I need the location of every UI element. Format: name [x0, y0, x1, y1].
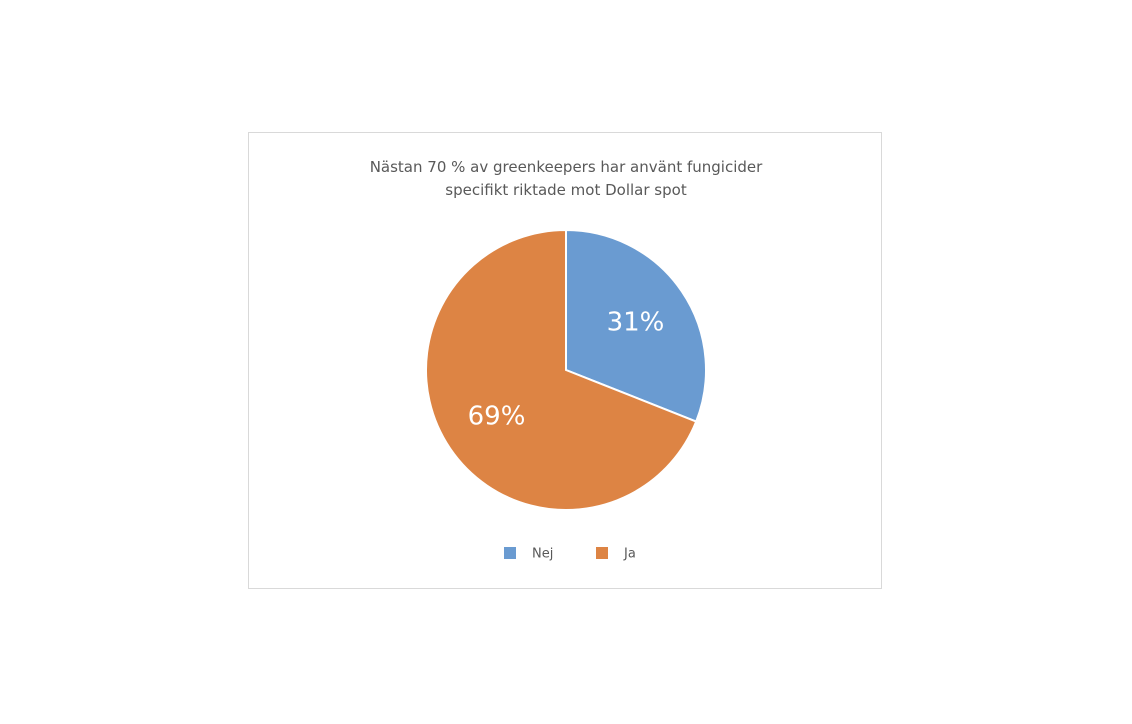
chart-frame	[248, 132, 882, 589]
data-label: 31%	[607, 307, 665, 337]
legend-swatch	[596, 547, 608, 559]
legend-label: Nej	[532, 547, 553, 562]
chart-title: Nästan 70 % av greenkeepers har använt f…	[369, 158, 763, 199]
pie-slice	[565, 228, 707, 423]
pie-slice	[425, 228, 698, 511]
legend-label: Ja	[623, 547, 636, 562]
legend-swatch	[504, 547, 516, 559]
data-label: 69%	[468, 402, 526, 432]
